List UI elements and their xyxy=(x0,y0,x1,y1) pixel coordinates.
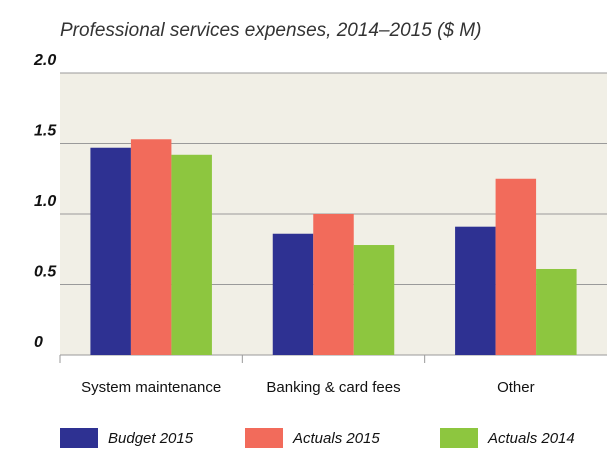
legend-label: Actuals 2015 xyxy=(292,430,380,447)
legend-label: Actuals 2014 xyxy=(487,430,575,447)
x-tick-label: Banking & card fees xyxy=(266,379,400,396)
bar xyxy=(313,214,354,355)
y-tick-label: 0 xyxy=(34,334,43,351)
y-tick-label: 1.5 xyxy=(34,123,57,140)
bar xyxy=(171,154,212,355)
legend-swatch xyxy=(60,428,98,448)
y-tick-label: 2.0 xyxy=(33,52,56,69)
legend-label: Budget 2015 xyxy=(108,430,194,447)
bar xyxy=(455,226,496,355)
bar xyxy=(272,233,314,355)
y-tick-label: 1.0 xyxy=(34,193,56,210)
bar xyxy=(536,268,577,355)
bar xyxy=(130,139,172,355)
bar xyxy=(90,147,131,355)
bar xyxy=(495,178,537,355)
x-tick-label: System maintenance xyxy=(81,379,221,396)
x-tick-label: Other xyxy=(497,379,535,396)
legend-swatch xyxy=(245,428,283,448)
bar xyxy=(353,245,395,355)
chart-title: Professional services expenses, 2014–201… xyxy=(60,20,481,41)
y-tick-label: 0.5 xyxy=(34,264,57,281)
legend-swatch xyxy=(440,428,478,448)
